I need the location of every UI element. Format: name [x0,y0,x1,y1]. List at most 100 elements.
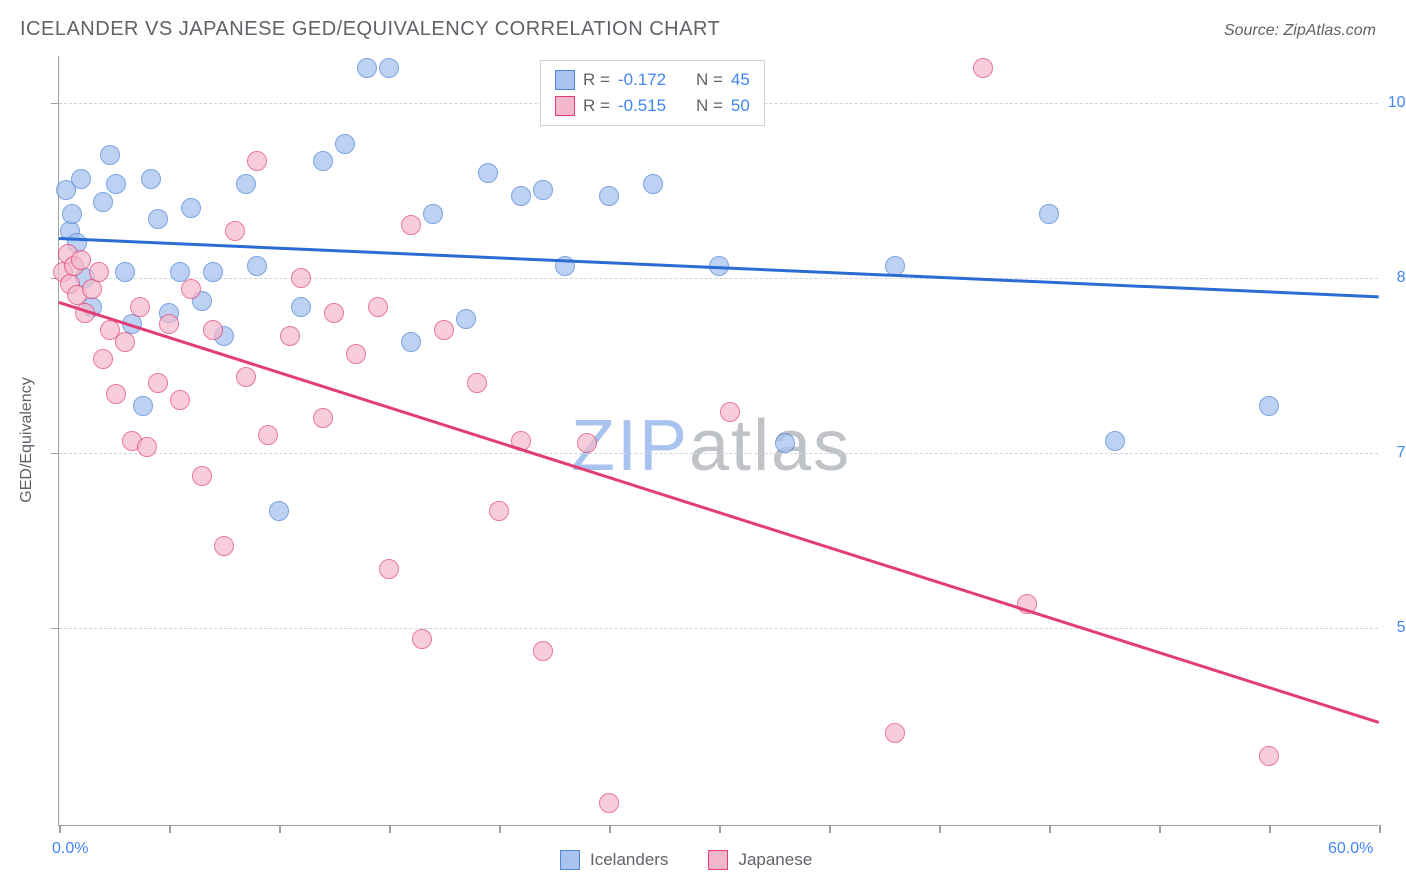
data-point [599,793,619,813]
data-point [247,151,267,171]
data-point [423,204,443,224]
data-point [1105,431,1125,451]
y-tick-label: 55.0% [1382,619,1406,637]
data-point [335,134,355,154]
x-tick-label: 0.0% [52,840,88,858]
data-point [247,256,267,276]
data-point [346,344,366,364]
gridline [59,628,1378,629]
data-point [291,268,311,288]
data-point [720,402,740,422]
x-tick [499,825,501,833]
data-point [269,501,289,521]
chart-container: ICELANDER VS JAPANESE GED/EQUIVALENCY CO… [0,0,1406,892]
x-tick [59,825,61,833]
data-point [106,174,126,194]
y-tick-label: 70.0% [1382,444,1406,462]
data-point [137,437,157,457]
y-tick [51,103,59,105]
legend-series-label: Japanese [738,850,812,870]
data-point [1039,204,1059,224]
data-point [775,433,795,453]
data-point [401,332,421,352]
data-point [203,320,223,340]
legend-n-label: N = [696,96,723,116]
x-tick [1269,825,1271,833]
legend-swatch [708,850,728,870]
legend-swatch [555,70,575,90]
legend-n-value: 45 [731,70,750,90]
data-point [236,367,256,387]
data-point [577,433,597,453]
data-point [181,279,201,299]
data-point [280,326,300,346]
x-tick [939,825,941,833]
legend-series-item: Icelanders [560,850,668,870]
gridline [59,453,1378,454]
data-point [106,384,126,404]
data-point [170,390,190,410]
x-tick [1379,825,1381,833]
data-point [434,320,454,340]
data-point [148,209,168,229]
data-point [533,641,553,661]
y-tick [51,628,59,630]
data-point [511,186,531,206]
legend-series: Icelanders Japanese [560,850,812,870]
data-point [379,559,399,579]
data-point [148,373,168,393]
x-tick [609,825,611,833]
data-point [225,221,245,241]
legend-r-label: R = [583,96,610,116]
data-point [115,262,135,282]
x-tick [719,825,721,833]
legend-r-label: R = [583,70,610,90]
legend-r-value: -0.172 [618,70,680,90]
data-point [533,180,553,200]
legend-swatch [560,850,580,870]
data-point [1259,746,1279,766]
trend-line [59,301,1380,723]
x-tick [389,825,391,833]
data-point [478,163,498,183]
x-tick [1159,825,1161,833]
x-tick [169,825,171,833]
data-point [599,186,619,206]
data-point [89,262,109,282]
data-point [357,58,377,78]
data-point [379,58,399,78]
data-point [115,332,135,352]
source-label: Source: ZipAtlas.com [1224,22,1376,40]
y-tick-label: 85.0% [1382,269,1406,287]
data-point [412,629,432,649]
data-point [467,373,487,393]
x-tick [279,825,281,833]
data-point [82,279,102,299]
x-tick-label: 60.0% [1328,840,1373,858]
plot-area: ZIPatlas 55.0%70.0%85.0%100.0% [58,56,1378,826]
data-point [291,297,311,317]
gridline [59,278,1378,279]
legend-r-value: -0.515 [618,96,680,116]
legend-swatch [555,96,575,116]
watermark: ZIPatlas [571,405,851,487]
watermark-atlas: atlas [689,406,851,486]
x-tick [1049,825,1051,833]
legend-series-label: Icelanders [590,850,668,870]
x-tick [829,825,831,833]
legend-series-item: Japanese [708,850,812,870]
data-point [643,174,663,194]
data-point [181,198,201,218]
legend-stats-row: R =-0.515N =50 [555,93,750,119]
data-point [71,169,91,189]
data-point [130,297,150,317]
chart-title: ICELANDER VS JAPANESE GED/EQUIVALENCY CO… [20,18,720,41]
data-point [973,58,993,78]
data-point [159,314,179,334]
data-point [62,204,82,224]
data-point [236,174,256,194]
data-point [324,303,344,323]
data-point [368,297,388,317]
data-point [313,408,333,428]
data-point [133,396,153,416]
